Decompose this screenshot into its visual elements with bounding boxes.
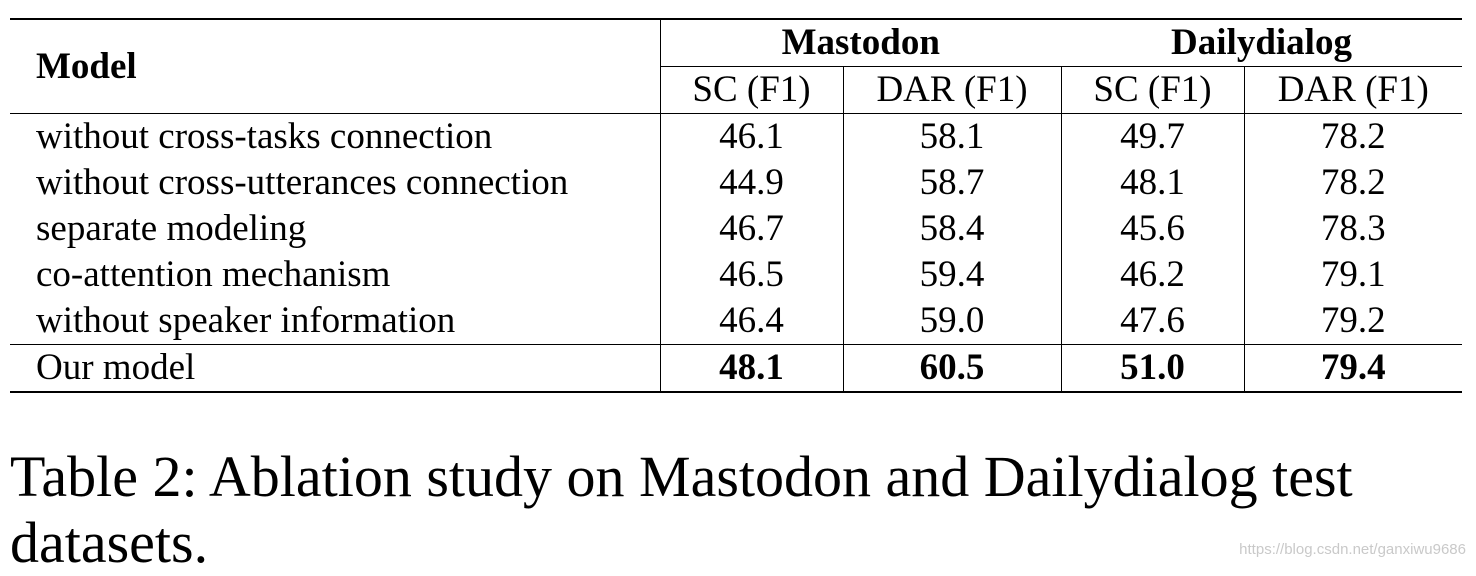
table-row: co-attention mechanism 46.5 59.4 46.2 79… (10, 252, 1463, 298)
group-header-mastodon: Mastodon (659, 18, 1061, 67)
row-label: without speaker information (36, 300, 456, 341)
cell-value: 58.4 (842, 206, 1061, 252)
row-label: co-attention mechanism (36, 254, 391, 295)
cell-value: 78.2 (1243, 113, 1463, 160)
cell-value: 45.6 (1060, 206, 1244, 252)
cell-value: 78.3 (1243, 206, 1463, 252)
row-label-our-model: Our model (10, 344, 660, 393)
final-row-our-model: Our model 48.1 60.5 51.0 79.4 (10, 344, 1463, 393)
cell-value: 78.2 (1243, 160, 1463, 206)
cell-value-best: 79.4 (1243, 344, 1463, 393)
cell-value: 79.2 (1243, 298, 1463, 345)
cell-value: 46.7 (659, 206, 843, 252)
cell-value: 58.7 (842, 160, 1061, 206)
table-caption: Table 2: Ablation study on Mastodon and … (10, 444, 1353, 575)
cell-value-best: 51.0 (1060, 344, 1244, 393)
group-underline-dailydialog: Dailydialog (1061, 20, 1463, 67)
ablation-table-container: Model Mastodon Dailydialog SC (F1) DAR (… (10, 18, 1463, 393)
subheader-sc-mastodon: SC (F1) (659, 67, 843, 114)
ablation-table: Model Mastodon Dailydialog SC (F1) DAR (… (10, 18, 1463, 393)
header-row-metrics: SC (F1) DAR (F1) SC (F1) DAR (F1) (10, 67, 1463, 114)
group-header-dailydialog-label: Dailydialog (1171, 22, 1352, 63)
cell-value-best: 48.1 (659, 344, 843, 393)
subheader-dar-dailydialog: DAR (F1) (1243, 67, 1463, 114)
cell-value: 49.7 (1060, 113, 1244, 160)
header-row-groups: Model Mastodon Dailydialog (10, 18, 1463, 114)
table-row: without cross-utterances connection 44.9… (10, 160, 1463, 206)
table-row: separate modeling 46.7 58.4 45.6 78.3 (10, 206, 1463, 252)
cell-value: 58.1 (842, 113, 1061, 160)
cell-value-best: 60.5 (842, 344, 1061, 393)
model-column-header: Model (10, 18, 660, 114)
cell-value: 47.6 (1060, 298, 1244, 345)
cell-value: 46.4 (659, 298, 843, 345)
group-header-dailydialog: Dailydialog (1061, 18, 1463, 67)
subheader-dar-mastodon: DAR (F1) (842, 67, 1061, 114)
watermark-url: https://blog.csdn.net/ganxiwu9686 (1239, 541, 1466, 558)
cell-value: 59.0 (842, 298, 1061, 345)
cell-value: 79.1 (1243, 252, 1463, 298)
row-label: separate modeling (36, 208, 307, 249)
table-row: without speaker information 46.4 59.0 47… (10, 298, 1463, 345)
cell-value: 46.2 (1060, 252, 1244, 298)
group-header-mastodon-label: Mastodon (781, 22, 940, 63)
row-label: without cross-tasks connection (10, 113, 660, 160)
cell-value: 59.4 (842, 252, 1061, 298)
cell-value: 44.9 (659, 160, 843, 206)
group-underline-mastodon: Mastodon (660, 20, 1061, 67)
cell-value: 46.5 (659, 252, 843, 298)
row-label: without cross-utterances connection (36, 162, 569, 203)
subheader-sc-dailydialog: SC (F1) (1060, 67, 1244, 114)
cell-value: 46.1 (659, 113, 843, 160)
cell-value: 48.1 (1060, 160, 1244, 206)
table-row: without cross-tasks connection 46.1 58.1… (10, 113, 1463, 160)
